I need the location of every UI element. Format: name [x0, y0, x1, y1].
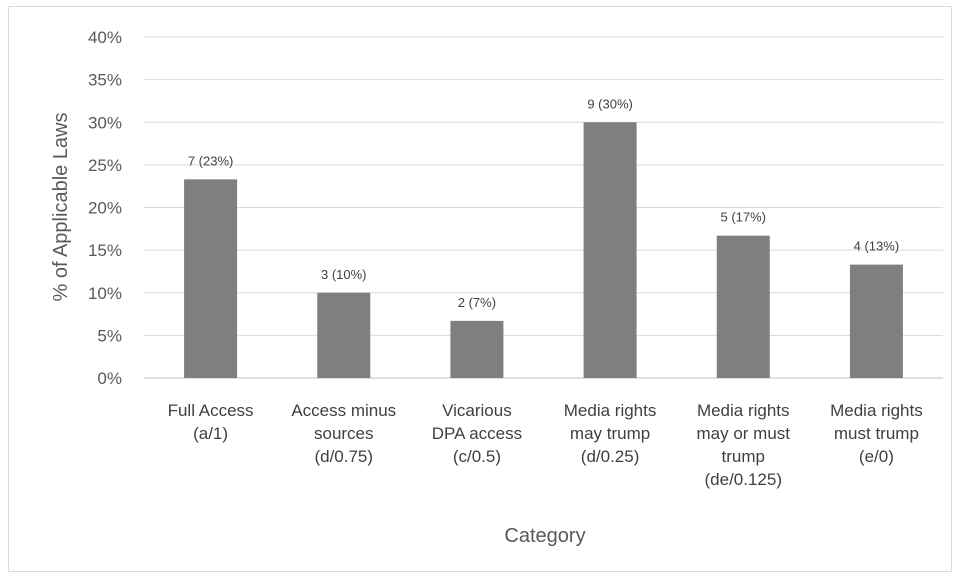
- category-label: Media rights must trump (e/0): [830, 401, 923, 466]
- category-label: Access minus sources (d/0.75): [291, 401, 396, 466]
- y-tick-label: 40%: [88, 28, 122, 47]
- bar: [716, 235, 770, 378]
- bar: [849, 264, 903, 378]
- category-label: Full Access (a/1): [168, 401, 254, 443]
- data-label: 7 (23%): [188, 153, 234, 168]
- data-labels: 7 (23%) 3 (10%) 2 (7%) 9 (30%) 5 (17%) 4 (13%…: [188, 96, 899, 310]
- bar: [317, 292, 371, 378]
- y-tick-label: 0%: [97, 369, 122, 388]
- category-label: Media rights may or must trump (de/0.125): [696, 401, 790, 489]
- data-label: 3 (10%): [321, 267, 367, 282]
- x-axis-category-labels: Full Access (a/1) Access minus sources (d/0.…: [168, 401, 923, 489]
- bar: [184, 179, 238, 378]
- y-tick-label: 5%: [97, 326, 122, 345]
- x-axis-title: Category: [504, 525, 585, 547]
- category-label: Vicarious DPA access (c/0.5): [432, 401, 522, 466]
- y-tick-label: 10%: [88, 284, 122, 303]
- y-axis-tick-labels: 0% 5% 10% 15% 20% 25% 30% 35% 40%: [88, 28, 122, 388]
- data-label: 4 (13%): [854, 239, 900, 254]
- gridlines: [144, 36, 943, 379]
- y-tick-label: 25%: [88, 156, 122, 175]
- y-tick-label: 15%: [88, 241, 122, 260]
- y-axis-title: % of Applicable Laws: [50, 112, 72, 301]
- data-label: 2 (7%): [458, 295, 496, 310]
- bars: [184, 122, 903, 378]
- category-label: Media rights may trump (d/0.25): [564, 401, 657, 466]
- y-tick-label: 35%: [88, 71, 122, 90]
- bar: [583, 122, 637, 378]
- data-label: 5 (17%): [720, 210, 766, 225]
- bar: [450, 320, 504, 378]
- data-label: 9 (30%): [587, 96, 633, 111]
- chart-frame: [8, 6, 952, 572]
- y-tick-label: 30%: [88, 113, 122, 132]
- y-tick-label: 20%: [88, 199, 122, 218]
